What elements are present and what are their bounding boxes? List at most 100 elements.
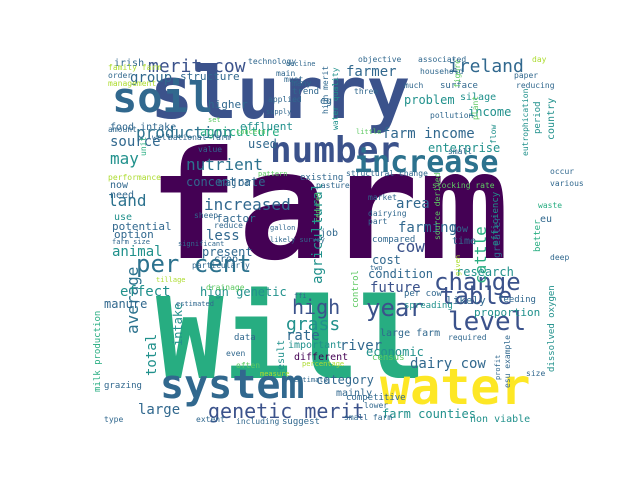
- word-cloud-word: farming: [398, 220, 457, 236]
- word-cloud-word: paper: [514, 71, 538, 80]
- word-cloud-word: data: [234, 333, 256, 343]
- word-cloud-word: period: [533, 101, 543, 134]
- word-cloud-word: potential: [112, 220, 172, 233]
- word-cloud-word: water quality: [331, 67, 340, 130]
- word-cloud-word: problem: [404, 93, 455, 107]
- word-cloud-word: many: [292, 79, 311, 88]
- word-cloud-word: objective: [358, 55, 402, 64]
- word-cloud-word: better: [533, 219, 543, 252]
- word-cloud-word: food intake: [110, 122, 176, 133]
- word-cloud-word: economic: [366, 345, 424, 359]
- word-cloud-word: future: [370, 280, 421, 296]
- word-cloud-word: extent: [196, 415, 225, 424]
- word-cloud-word: decline: [286, 60, 316, 68]
- word-cloud-word: important: [288, 340, 342, 351]
- word-cloud-word: part: [368, 217, 387, 226]
- word-cloud-word: rate: [286, 328, 320, 344]
- word-cloud-word: various: [550, 179, 584, 188]
- word-cloud-word: given: [454, 255, 462, 276]
- word-cloud-word: structure: [180, 70, 240, 83]
- word-cloud-word: including: [236, 417, 280, 426]
- word-cloud-word: high: [292, 295, 340, 319]
- word-cloud-word: increase: [354, 145, 499, 180]
- word-cloud-word: crop: [214, 254, 238, 265]
- word-cloud-word: cow: [396, 237, 425, 256]
- word-cloud-word: well: [152, 133, 171, 142]
- word-cloud-word: cost: [372, 253, 401, 267]
- word-cloud-word: farmer: [346, 64, 397, 80]
- word-cloud-word: main: [276, 69, 295, 78]
- word-cloud-word: pattern: [258, 170, 288, 178]
- word-cloud-word: source derived: [433, 172, 442, 240]
- word-cloud-word: milk production: [93, 311, 103, 392]
- word-cloud-word: cattle: [471, 226, 490, 284]
- word-cloud-word: ffi: [294, 292, 307, 300]
- word-cloud-word: little: [356, 128, 381, 136]
- word-cloud-word: eu: [540, 214, 552, 225]
- word-cloud-word: source: [110, 134, 161, 150]
- word-cloud-word: eg: [320, 96, 332, 107]
- word-cloud-word: spreading: [404, 301, 453, 311]
- word-cloud-word: nutrient: [186, 155, 263, 174]
- word-cloud-word: enterprise: [428, 141, 500, 155]
- word-cloud-word: estimated: [176, 300, 214, 308]
- word-cloud-word: different: [294, 352, 348, 363]
- word-cloud-word: mainly: [336, 388, 372, 399]
- word-cloud-word: agriculture: [200, 125, 279, 139]
- word-cloud-word: farm: [148, 120, 509, 294]
- word-cloud-word: genetic merit: [208, 399, 365, 423]
- word-cloud-word: research: [456, 265, 514, 279]
- word-cloud-word: year: [366, 294, 424, 322]
- word-cloud-word: family farm: [108, 63, 161, 72]
- word-cloud-word: required: [448, 333, 487, 342]
- word-cloud-word: concern: [236, 128, 266, 136]
- word-cloud-word: large farm: [380, 328, 440, 339]
- word-cloud-word: condition: [368, 267, 433, 281]
- word-cloud-word: grazing: [104, 381, 142, 391]
- word-cloud-word: amount: [108, 125, 137, 134]
- word-cloud-word: particularly: [192, 261, 250, 270]
- word-cloud-word: likely survey: [270, 236, 325, 244]
- word-cloud-word: day: [532, 55, 547, 64]
- word-cloud-word: change: [434, 268, 521, 296]
- word-cloud-word: structural change: [346, 169, 428, 178]
- word-cloud-word: esu example: [503, 335, 512, 388]
- word-cloud-word: manure: [104, 297, 147, 311]
- word-cloud-word: small: [448, 147, 472, 156]
- word-cloud-word: used: [248, 137, 277, 151]
- word-cloud-word: percentage: [302, 360, 344, 368]
- word-cloud-word: estimate: [294, 376, 328, 384]
- word-cloud-word: group: [130, 70, 172, 86]
- word-cloud-word: even: [226, 349, 245, 358]
- word-cloud-word: total: [144, 334, 160, 376]
- word-cloud-word: eutrophication: [521, 88, 530, 156]
- word-cloud-word: number: [270, 130, 400, 171]
- word-cloud-word: production: [136, 123, 232, 142]
- word-cloud-word: large: [138, 402, 180, 418]
- word-cloud-word: higher: [208, 98, 248, 111]
- word-cloud-word: country: [546, 98, 557, 140]
- word-cloud-word: feeding: [498, 295, 536, 305]
- word-cloud-word: occur: [550, 167, 574, 176]
- word-cloud-word: measure: [260, 370, 290, 378]
- word-cloud-word: land: [108, 191, 147, 210]
- word-cloud-word: per cow: [404, 289, 443, 299]
- word-cloud-word: use: [114, 212, 132, 223]
- word-cloud-word: high merit: [321, 66, 330, 114]
- word-cloud-word: often: [236, 361, 260, 370]
- word-cloud-word: effluent: [240, 120, 293, 133]
- word-cloud-word: order: [108, 71, 132, 80]
- word-cloud-word: waste: [538, 201, 562, 210]
- word-cloud-word: system: [160, 362, 305, 408]
- word-cloud-word: level: [448, 307, 526, 337]
- word-cloud-word: dissolved oxygen: [547, 285, 557, 372]
- word-cloud-word: factor: [216, 212, 256, 225]
- word-cloud-word: farm counties: [382, 407, 476, 421]
- word-cloud-word: pasture: [316, 181, 350, 190]
- word-cloud-word: unit: [139, 137, 148, 156]
- word-cloud-word: performance: [108, 173, 161, 182]
- word-cloud-word: much: [404, 81, 423, 90]
- word-cloud-word: Will: [156, 275, 426, 405]
